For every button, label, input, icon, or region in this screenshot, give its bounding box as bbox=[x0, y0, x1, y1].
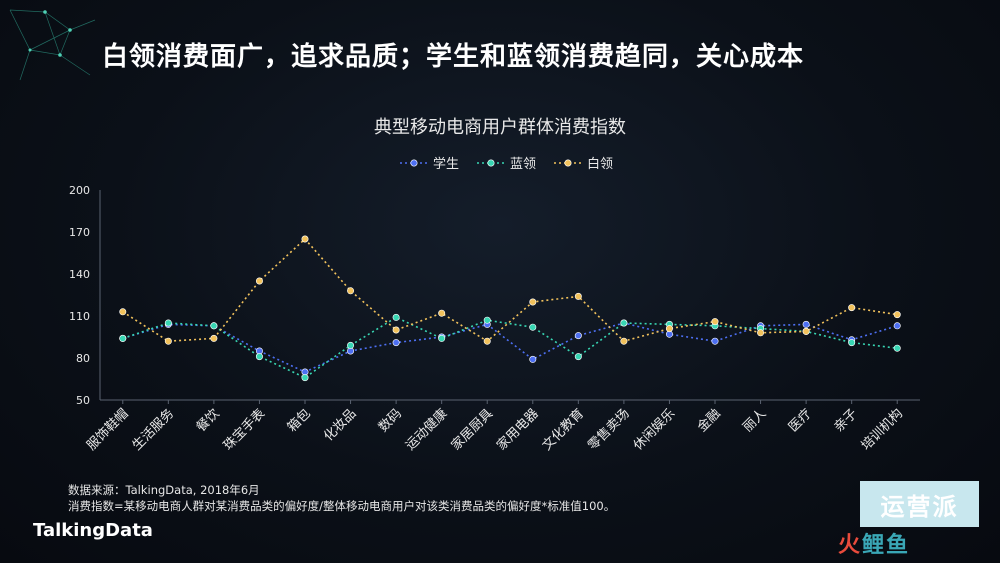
data-point-whitecollar bbox=[529, 298, 537, 306]
x-tick-label: 化妆品 bbox=[321, 406, 359, 444]
data-point-student bbox=[574, 332, 582, 340]
series-layer bbox=[119, 235, 901, 382]
data-point-whitecollar bbox=[665, 325, 673, 333]
data-point-whitecollar bbox=[347, 287, 355, 295]
data-point-whitecollar bbox=[210, 334, 218, 342]
network-decoration bbox=[9, 9, 96, 81]
y-tick-label: 200 bbox=[69, 184, 90, 197]
watermark-badge: 运营派 bbox=[860, 481, 979, 527]
data-point-bluecollar bbox=[210, 322, 218, 330]
y-tick-label: 170 bbox=[69, 226, 90, 239]
x-tick-label: 文化教育 bbox=[539, 406, 587, 454]
y-tick-label: 140 bbox=[69, 268, 90, 281]
data-point-whitecollar bbox=[757, 329, 765, 337]
data-point-student bbox=[802, 320, 810, 328]
chart-title: 典型移动电商用户群体消费指数 bbox=[374, 117, 626, 138]
data-point-whitecollar bbox=[255, 277, 263, 285]
definition-note: 消费指数=某移动电商人群对某消费品类的偏好度/整体移动电商用户对该类消费品类的偏… bbox=[68, 499, 616, 513]
x-tick-label: 金融 bbox=[694, 406, 724, 436]
x-tick-label: 运动健康 bbox=[402, 406, 450, 454]
x-tick-label: 箱包 bbox=[284, 406, 314, 436]
y-tick-label: 80 bbox=[76, 352, 90, 365]
x-tick-label: 亲子 bbox=[831, 406, 860, 435]
x-tick-label: 培训机构 bbox=[858, 406, 906, 454]
data-point-student bbox=[392, 339, 400, 347]
page-headline: 白领消费面广，追求品质；学生和蓝领消费趋同，关心成本 bbox=[102, 42, 805, 72]
watermark-top-text: 运营派 bbox=[880, 492, 959, 521]
data-point-bluecollar bbox=[392, 313, 400, 321]
data-point-bluecollar bbox=[255, 353, 263, 361]
legend-marker-whitecollar bbox=[564, 159, 572, 167]
legend-label: 学生 bbox=[433, 156, 459, 172]
data-point-student bbox=[529, 355, 537, 363]
watermark-bottom-prefix: 火 bbox=[838, 533, 863, 558]
x-tick-label: 家用电器 bbox=[494, 406, 542, 454]
data-point-bluecollar bbox=[620, 319, 628, 327]
data-point-bluecollar bbox=[347, 341, 355, 349]
data-point-bluecollar bbox=[164, 319, 172, 327]
data-point-bluecollar bbox=[301, 374, 309, 382]
data-point-whitecollar bbox=[392, 326, 400, 334]
watermark-bottom: 火鲤鱼 bbox=[838, 527, 910, 559]
data-point-student bbox=[711, 337, 719, 345]
x-tick-label: 丽人 bbox=[740, 406, 769, 435]
watermark-bottom-rest: 鲤鱼 bbox=[862, 533, 911, 558]
y-tick-label: 110 bbox=[69, 310, 90, 323]
data-point-whitecollar bbox=[711, 318, 719, 326]
x-tick-label: 生活服务 bbox=[129, 406, 177, 454]
data-point-whitecollar bbox=[574, 292, 582, 300]
data-point-student bbox=[893, 322, 901, 330]
series-line-student bbox=[122, 322, 898, 373]
data-point-whitecollar bbox=[438, 309, 446, 317]
x-tick-label: 休闲娱乐 bbox=[631, 406, 678, 453]
source-note: 数据来源：TalkingData, 2018年6月 bbox=[68, 483, 260, 497]
x-tick-label: 数码 bbox=[376, 406, 405, 435]
brand-logo-text: TalkingData bbox=[33, 520, 153, 541]
x-tick-label: 珠宝手表 bbox=[221, 406, 268, 453]
x-tick-label: 家居厨具 bbox=[448, 406, 496, 454]
data-point-whitecollar bbox=[119, 308, 127, 316]
data-point-whitecollar bbox=[848, 304, 856, 312]
legend-label: 蓝领 bbox=[510, 157, 536, 172]
data-point-bluecollar bbox=[848, 339, 856, 347]
chart-legend: 学生 蓝领 白领 bbox=[400, 156, 613, 172]
x-tick-label: 零售卖场 bbox=[585, 406, 633, 454]
legend-marker-bluecollar bbox=[487, 159, 495, 167]
data-point-whitecollar bbox=[620, 337, 628, 345]
legend-marker-student bbox=[410, 159, 418, 167]
data-point-whitecollar bbox=[164, 337, 172, 345]
series-line-whitecollar bbox=[122, 237, 898, 343]
data-point-whitecollar bbox=[802, 327, 810, 335]
data-point-bluecollar bbox=[119, 334, 127, 342]
data-point-bluecollar bbox=[893, 344, 901, 352]
x-tick-label: 餐饮 bbox=[193, 406, 223, 436]
data-point-bluecollar bbox=[529, 323, 537, 331]
x-tick-label: 服饰鞋帽 bbox=[84, 406, 132, 454]
data-point-whitecollar bbox=[893, 311, 901, 319]
y-axis-ticks: 50 80 110 140 170 200 bbox=[69, 184, 90, 407]
data-point-whitecollar bbox=[301, 235, 309, 243]
data-point-whitecollar bbox=[483, 337, 491, 345]
y-tick-label: 50 bbox=[76, 394, 90, 407]
series-line-bluecollar bbox=[122, 316, 898, 379]
x-tick-label: 医疗 bbox=[786, 406, 815, 435]
legend-label: 白领 bbox=[587, 156, 613, 172]
data-point-bluecollar bbox=[483, 316, 491, 324]
data-point-bluecollar bbox=[574, 353, 582, 361]
data-point-bluecollar bbox=[438, 334, 446, 342]
